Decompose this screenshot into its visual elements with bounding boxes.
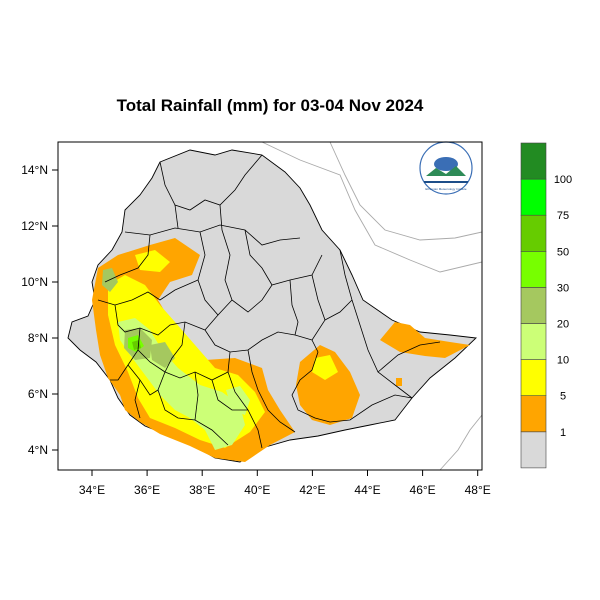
- lon-tick-label: 42°E: [299, 483, 325, 497]
- lat-tick-label: 10°N: [21, 275, 48, 289]
- colorbar-label: 100: [554, 174, 572, 186]
- colorbar-swatch: [520, 178, 547, 216]
- admin-boundaries: [97, 154, 441, 449]
- coastlines: [261, 141, 483, 471]
- colorbar-swatch: [520, 214, 547, 252]
- colorbar-label: 50: [557, 246, 569, 258]
- colorbar-swatch: [520, 251, 547, 288]
- lon-tick-label: 40°E: [244, 483, 270, 497]
- colorbar-swatch: [520, 431, 547, 469]
- colorbar-label: 1: [560, 427, 566, 439]
- colorbar-label: 20: [557, 319, 569, 331]
- lat-tick-label: 8°N: [28, 331, 48, 345]
- lat-tick-label: 4°N: [28, 443, 48, 457]
- lon-tick-label: 46°E: [410, 483, 436, 497]
- lon-tick-label: 48°E: [465, 483, 491, 497]
- lat-tick-label: 6°N: [28, 387, 48, 401]
- colorbar-label: 30: [557, 282, 569, 294]
- logo-label: Ethiopian Meteorology Institute: [425, 187, 467, 191]
- institute-logo: Ethiopian Meteorology Institute: [419, 141, 473, 195]
- lon-tick-label: 36°E: [134, 483, 160, 497]
- plot-frame: [57, 141, 483, 471]
- colorbar-swatch: [520, 323, 547, 360]
- lon-axis: 34°E 36°E 38°E 40°E 42°E 44°E 46°E 48°E: [79, 470, 491, 497]
- colorbar-swatch: [520, 395, 547, 433]
- colorbar-swatch: [520, 142, 547, 180]
- colorbar-label: 75: [557, 210, 569, 222]
- colorbar-label: 10: [557, 355, 569, 367]
- colorbar-swatch: [520, 287, 547, 324]
- colorbar: 1 5 10 20 30 50 75 100: [520, 142, 572, 469]
- lat-axis: 14°N 12°N 10°N 8°N 6°N 4°N: [21, 163, 58, 457]
- map-title: Total Rainfall (mm) for 03-04 Nov 2024: [116, 96, 424, 115]
- lon-tick-label: 34°E: [79, 483, 105, 497]
- lon-tick-label: 44°E: [354, 483, 380, 497]
- lon-tick-label: 38°E: [189, 483, 215, 497]
- colorbar-swatch: [520, 359, 547, 397]
- lat-tick-label: 14°N: [21, 163, 48, 177]
- colorbar-label: 5: [560, 391, 566, 403]
- lat-tick-label: 12°N: [21, 219, 48, 233]
